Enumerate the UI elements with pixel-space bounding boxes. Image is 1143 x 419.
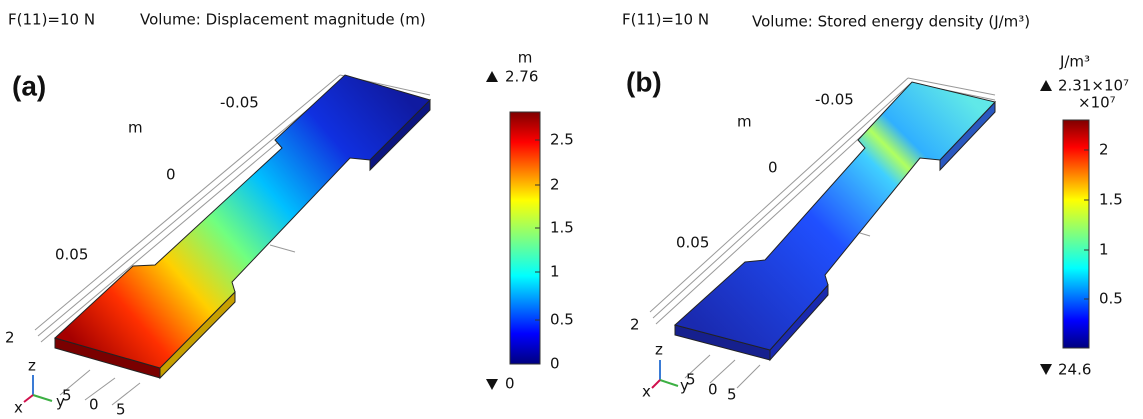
min-marker <box>1040 364 1052 375</box>
panel-b: F(11)=10 N Volume: Stored energy density… <box>622 11 1129 404</box>
colorbar-min: 0 <box>505 375 515 393</box>
colorbar-max: 2.31×10⁷ <box>1058 77 1129 95</box>
axis-label: 0 <box>89 396 99 414</box>
panel-label: (b) <box>626 66 662 97</box>
colorbar <box>1063 120 1089 348</box>
axis-label: 2 <box>5 329 15 347</box>
axis-label: z <box>28 357 36 375</box>
specimen <box>675 82 995 350</box>
colorbar-tick-label: 2.5 <box>550 131 574 149</box>
load-label: F(11)=10 N <box>622 11 709 29</box>
axis-label: z <box>655 341 663 359</box>
colorbar-tick-label: 1.5 <box>1099 191 1123 209</box>
panel-a: F(11)=10 N Volume: Displacement magnitud… <box>5 11 574 419</box>
axis-label: 5 <box>727 386 737 404</box>
plot-title: Volume: Displacement magnitude (m) <box>140 11 426 29</box>
max-marker <box>486 71 498 82</box>
axis-label: 5 <box>116 401 126 419</box>
axis-label: 0 <box>768 159 778 177</box>
plot-title: Volume: Stored energy density (J/m³) <box>752 13 1030 31</box>
axis-label: x <box>642 383 651 401</box>
colorbar-max: 2.76 <box>505 68 538 86</box>
colorbar-ticks: 2.5 2 1.5 1 0.5 0 <box>535 131 574 373</box>
colorbar-unit: J/m³ <box>1059 53 1090 71</box>
axis-label: m <box>737 113 752 131</box>
orientation-triad <box>24 375 52 402</box>
panel-label: (a) <box>12 70 46 101</box>
axis-label: x <box>14 399 23 417</box>
colorbar-tick-label: 0 <box>550 355 560 373</box>
max-marker <box>1040 80 1052 91</box>
figure: F(11)=10 N Volume: Displacement magnitud… <box>0 0 1143 419</box>
colorbar-tick-label: 1.5 <box>550 219 574 237</box>
colorbar-ticks: 2 1.5 1 0.5 <box>1084 141 1123 308</box>
axis-label: 0 <box>166 166 176 184</box>
axis-label: 5 <box>62 387 72 405</box>
colorbar-tick-label: 1 <box>1099 241 1109 259</box>
axis-label: -0.05 <box>815 91 854 109</box>
specimen <box>55 75 430 368</box>
colorbar-tick-label: 0.5 <box>550 311 574 329</box>
axis-label: 0.05 <box>55 246 88 264</box>
load-label: F(11)=10 N <box>8 11 95 29</box>
orientation-triad <box>652 360 678 388</box>
colorbar <box>510 112 540 364</box>
axis-label: 0.05 <box>676 234 709 252</box>
colorbar-min: 24.6 <box>1058 361 1091 379</box>
axis-label: 0 <box>708 381 718 399</box>
colorbar-tick-label: 0.5 <box>1099 290 1123 308</box>
axis-label: -0.05 <box>220 94 259 112</box>
colorbar-tick-label: 2 <box>550 176 560 194</box>
axis-label: m <box>128 119 143 137</box>
min-marker <box>486 379 498 390</box>
colorbar-unit: m <box>518 49 533 67</box>
colorbar-tick-label: 2 <box>1099 141 1109 159</box>
axis-label: 2 <box>630 316 640 334</box>
colorbar-tick-label: 1 <box>550 263 560 281</box>
colorbar-multiplier: ×10⁷ <box>1078 94 1116 112</box>
axis-label: 5 <box>686 371 696 389</box>
